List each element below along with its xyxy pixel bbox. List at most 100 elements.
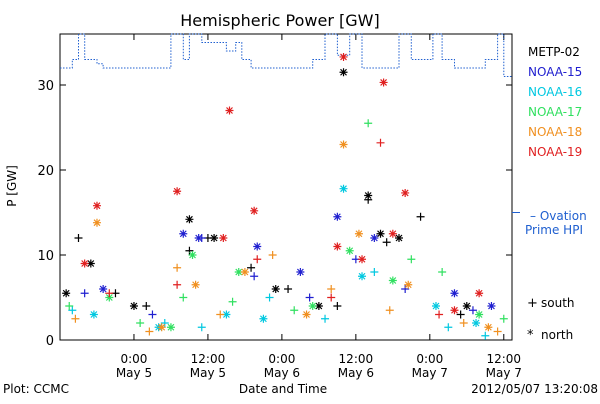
point-north [92, 218, 101, 227]
point-south [364, 119, 373, 128]
point-north [191, 280, 200, 289]
point-south [305, 293, 314, 302]
x-tick-label-time: 0:00 [120, 352, 147, 366]
point-south [65, 302, 74, 310]
point-north [376, 229, 385, 238]
ovation-label-line2: Prime HPI [525, 223, 583, 237]
x-tick-label-date: May 7 [486, 366, 522, 380]
point-north [475, 289, 484, 298]
point-south [250, 272, 259, 281]
point-south [71, 314, 80, 323]
point-north [166, 323, 175, 332]
point-south [459, 319, 468, 327]
point-north [339, 184, 348, 193]
point-north [296, 268, 305, 276]
x-axis-label: Date and Time [239, 382, 327, 396]
point-south [321, 314, 330, 323]
legend-marker-symbol: + [527, 296, 538, 311]
point-south [376, 138, 385, 147]
point-north [210, 234, 219, 242]
legend: METP-02 NOAA-15 NOAA-16 NOAA-17 NOAA-18 NOAA-… [527, 45, 582, 343]
point-north [358, 272, 367, 281]
legend-entry: NOAA-17 [528, 105, 582, 119]
point-north [89, 310, 98, 319]
point-south [481, 331, 490, 340]
point-south [401, 285, 410, 293]
point-north [431, 302, 440, 310]
point-south [370, 268, 379, 276]
point-north [450, 306, 459, 315]
point-north [86, 259, 95, 268]
point-north [475, 310, 484, 319]
point-north [240, 268, 249, 276]
x-tick-label-time: 0:00 [416, 352, 443, 366]
legend-entry: NOAA-19 [528, 145, 582, 159]
point-north [388, 276, 397, 285]
point-north [99, 285, 108, 293]
point-south [468, 306, 477, 315]
point-north [354, 229, 363, 238]
point-south [185, 246, 194, 255]
point-north [259, 314, 268, 323]
point-south [197, 323, 206, 332]
point-north [179, 229, 188, 238]
chart-title: Hemispheric Power [GW] [180, 11, 379, 30]
point-north [219, 234, 228, 242]
x-tick-label-date: May 5 [190, 366, 226, 380]
point-south [105, 289, 114, 298]
point-south [438, 268, 447, 276]
point-north [345, 246, 354, 255]
point-north [188, 251, 197, 259]
point-north [404, 280, 413, 289]
point-north [358, 255, 367, 264]
x-tick-label-date: May 5 [116, 366, 152, 380]
legend-marker-label: north [541, 328, 573, 342]
x-tick-label-time: 0:00 [268, 352, 295, 366]
point-north [80, 259, 89, 268]
y-tick-label: 10 [37, 249, 54, 264]
point-north [484, 323, 493, 332]
point-north [314, 302, 323, 310]
legend-entry: NOAA-16 [528, 85, 582, 99]
point-north [333, 242, 342, 251]
point-north [364, 191, 373, 200]
point-south [228, 297, 237, 306]
point-north [339, 140, 348, 149]
y-tick-label: 20 [37, 164, 54, 179]
point-south [290, 306, 299, 315]
point-north [379, 78, 388, 87]
point-south [268, 251, 277, 259]
point-south [444, 323, 453, 332]
ovation-label-line1: – Ovation [530, 209, 587, 223]
point-north [339, 68, 348, 77]
footer-plot-source: Plot: CCMC [3, 382, 69, 396]
y-tick-label: 0 [46, 334, 54, 349]
point-south [216, 310, 225, 319]
legend-marker-symbol: * [527, 328, 534, 343]
point-north [234, 268, 243, 276]
footer-timestamp: 2012/05/07 13:20:08 [471, 382, 598, 396]
point-north [450, 289, 459, 298]
point-south [407, 255, 416, 264]
point-north [472, 319, 481, 327]
point-south [416, 212, 425, 221]
point-south [173, 263, 182, 272]
point-south [499, 314, 508, 323]
point-north [105, 293, 114, 302]
point-south [173, 280, 182, 289]
point-north [401, 188, 410, 197]
point-north [333, 212, 342, 221]
x-tick-label-time: 12:00 [191, 352, 226, 366]
plot-frame [59, 33, 513, 341]
point-north [173, 187, 182, 196]
x-tick-label-date: May 7 [412, 366, 448, 380]
point-south [74, 234, 83, 242]
point-south [435, 310, 444, 319]
point-south [456, 310, 465, 319]
point-south [333, 302, 342, 310]
legend-entry: METP-02 [528, 45, 580, 59]
